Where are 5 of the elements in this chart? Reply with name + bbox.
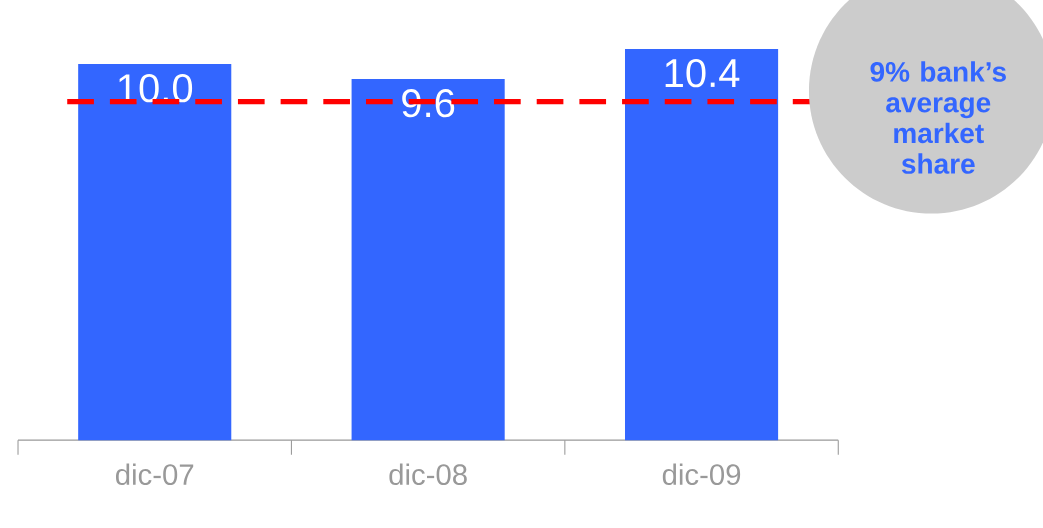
x-tick-label: dic-07 [116,463,194,485]
x-tick-label: dic-08 [389,463,467,485]
x-tick-label: dic-09 [662,463,741,485]
data-label: 10.4 [665,58,740,88]
ref-line-label: 9% bank’s average market share [870,61,1006,174]
